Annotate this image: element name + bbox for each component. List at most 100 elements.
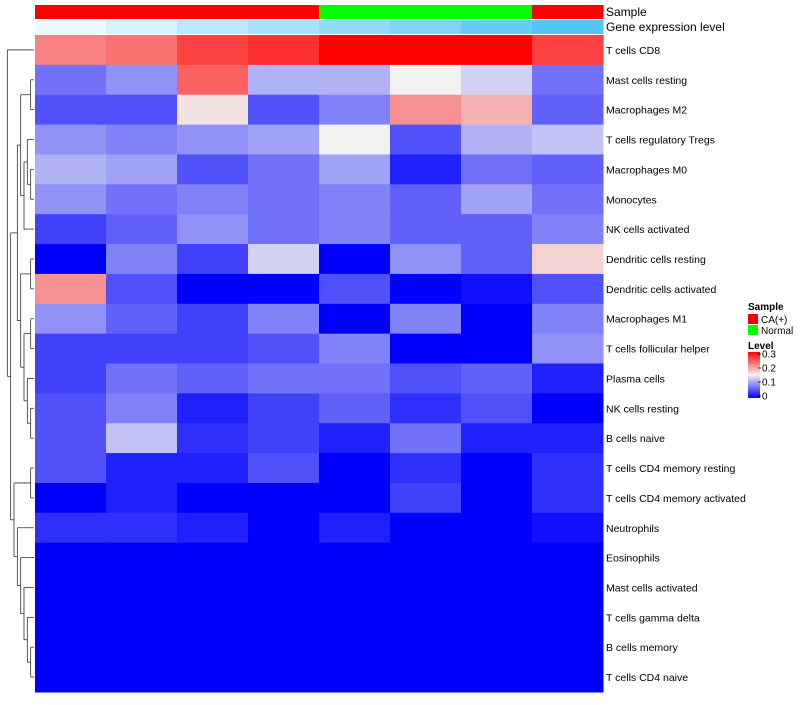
heatmap-cell — [532, 154, 604, 185]
heatmap-cell — [248, 35, 320, 66]
heatmap-cell — [248, 333, 320, 364]
sample-legend-title: Sample — [748, 302, 784, 313]
sample-annotation-cell — [319, 5, 391, 19]
heatmap-cell — [35, 393, 107, 424]
heatmap-cell — [390, 602, 462, 633]
heatmap-cell — [390, 662, 462, 693]
heatmap-cell — [461, 333, 533, 364]
level-tick-label: 0.1 — [762, 378, 776, 389]
heatmap-cell — [35, 572, 107, 603]
row-label: Neutrophils — [606, 523, 659, 535]
heatmap-cell — [319, 393, 391, 424]
heatmap-cell — [461, 214, 533, 245]
heatmap-cell — [106, 423, 178, 454]
heatmap-cell — [461, 393, 533, 424]
heatmap-cell — [390, 512, 462, 544]
heatmap-cell — [35, 273, 107, 305]
column-annotations — [35, 5, 604, 34]
heatmap-cell — [532, 662, 604, 693]
row-label: Monocytes — [606, 194, 657, 206]
heatmap-cell — [248, 542, 320, 574]
row-label: Mast cells resting — [606, 75, 687, 87]
heatmap-cell — [390, 273, 462, 305]
heatmap-cell — [35, 94, 107, 126]
level-color-bar — [748, 352, 760, 398]
heatmap-cell — [390, 363, 462, 394]
heatmap-cell — [106, 333, 178, 364]
heatmap-cell — [390, 393, 462, 424]
sample-annotation-cell — [390, 5, 462, 19]
heatmap-cell — [461, 244, 533, 275]
heatmap-cell — [35, 542, 107, 574]
expression-annotation-cell — [532, 20, 604, 34]
heatmap-cell — [35, 632, 107, 663]
heatmap-cell — [319, 423, 391, 454]
heatmap-cell — [461, 273, 533, 305]
level-tick-label: 0.2 — [762, 364, 776, 375]
expression-annotation-cell — [106, 20, 178, 34]
heatmap-cell — [390, 333, 462, 364]
heatmap-cell — [390, 453, 462, 484]
heatmap-cell — [390, 244, 462, 275]
heatmap-cell — [532, 453, 604, 484]
heatmap-cell — [248, 632, 320, 663]
heatmap-cell — [106, 303, 178, 335]
heatmap-cell — [461, 542, 533, 574]
row-label: Macrophages M0 — [606, 164, 687, 176]
heatmap-cell — [248, 64, 320, 96]
heatmap-cell — [532, 94, 604, 126]
heatmap-cell — [319, 453, 391, 484]
expression-annotation-cell — [248, 20, 320, 34]
heatmap-cell — [106, 632, 178, 663]
heatmap-cell — [532, 184, 604, 215]
heatmap-cell — [35, 423, 107, 454]
heatmap-cell — [319, 363, 391, 394]
heatmap-cell — [248, 124, 320, 155]
heatmap-cell — [319, 333, 391, 364]
heatmap-cell — [177, 482, 249, 514]
sample-annotation-cell — [461, 5, 533, 19]
heatmap-cell — [390, 572, 462, 603]
heatmap-cell — [248, 393, 320, 424]
expression-annotation-cell — [461, 20, 533, 34]
level-tick-label: 0 — [762, 392, 768, 403]
heatmap-cell — [461, 124, 533, 155]
heatmap-cell — [532, 333, 604, 364]
sample-annotation-cell — [248, 5, 320, 19]
heatmap-cell — [461, 662, 533, 693]
heatmap-cell — [248, 482, 320, 514]
heatmap-cell — [319, 124, 391, 155]
heatmap-cell — [106, 94, 178, 126]
row-label: Eosinophils — [606, 553, 660, 565]
heatmap-cell — [106, 35, 178, 66]
level-tick-label: 0.3 — [762, 350, 776, 361]
heatmap-cell — [35, 662, 107, 693]
heatmap-cells — [35, 35, 604, 693]
row-dendrogram — [6, 49, 34, 678]
heatmap-cell — [248, 154, 320, 185]
heatmap-cell — [319, 94, 391, 126]
heatmap-cell — [106, 64, 178, 96]
heatmap-cell — [532, 512, 604, 544]
row-label: NK cells resting — [606, 403, 679, 415]
heatmap-cell — [319, 184, 391, 215]
heatmap-cell — [319, 244, 391, 275]
heatmap-cell — [35, 124, 107, 155]
heatmap-cell — [319, 154, 391, 185]
heatmap-cell — [177, 94, 249, 126]
sample-legend-swatch — [748, 325, 758, 335]
heatmap-cell — [177, 184, 249, 215]
level-ticks: 0.3 0.2 0.1 0 — [758, 350, 776, 403]
heatmap-cell — [177, 542, 249, 574]
heatmap-cell — [106, 453, 178, 484]
heatmap-cell — [461, 602, 533, 633]
heatmap-cell — [248, 512, 320, 544]
expression-annotation-cell — [177, 20, 249, 34]
heatmap-cell — [319, 273, 391, 305]
heatmap-cell — [532, 244, 604, 275]
row-labels: T cells CD8 Mast cells resting Macrophages… — [606, 45, 746, 684]
heatmap-cell — [319, 303, 391, 335]
heatmap-cell — [461, 453, 533, 484]
heatmap-cell — [177, 303, 249, 335]
heatmap-cell — [177, 214, 249, 245]
